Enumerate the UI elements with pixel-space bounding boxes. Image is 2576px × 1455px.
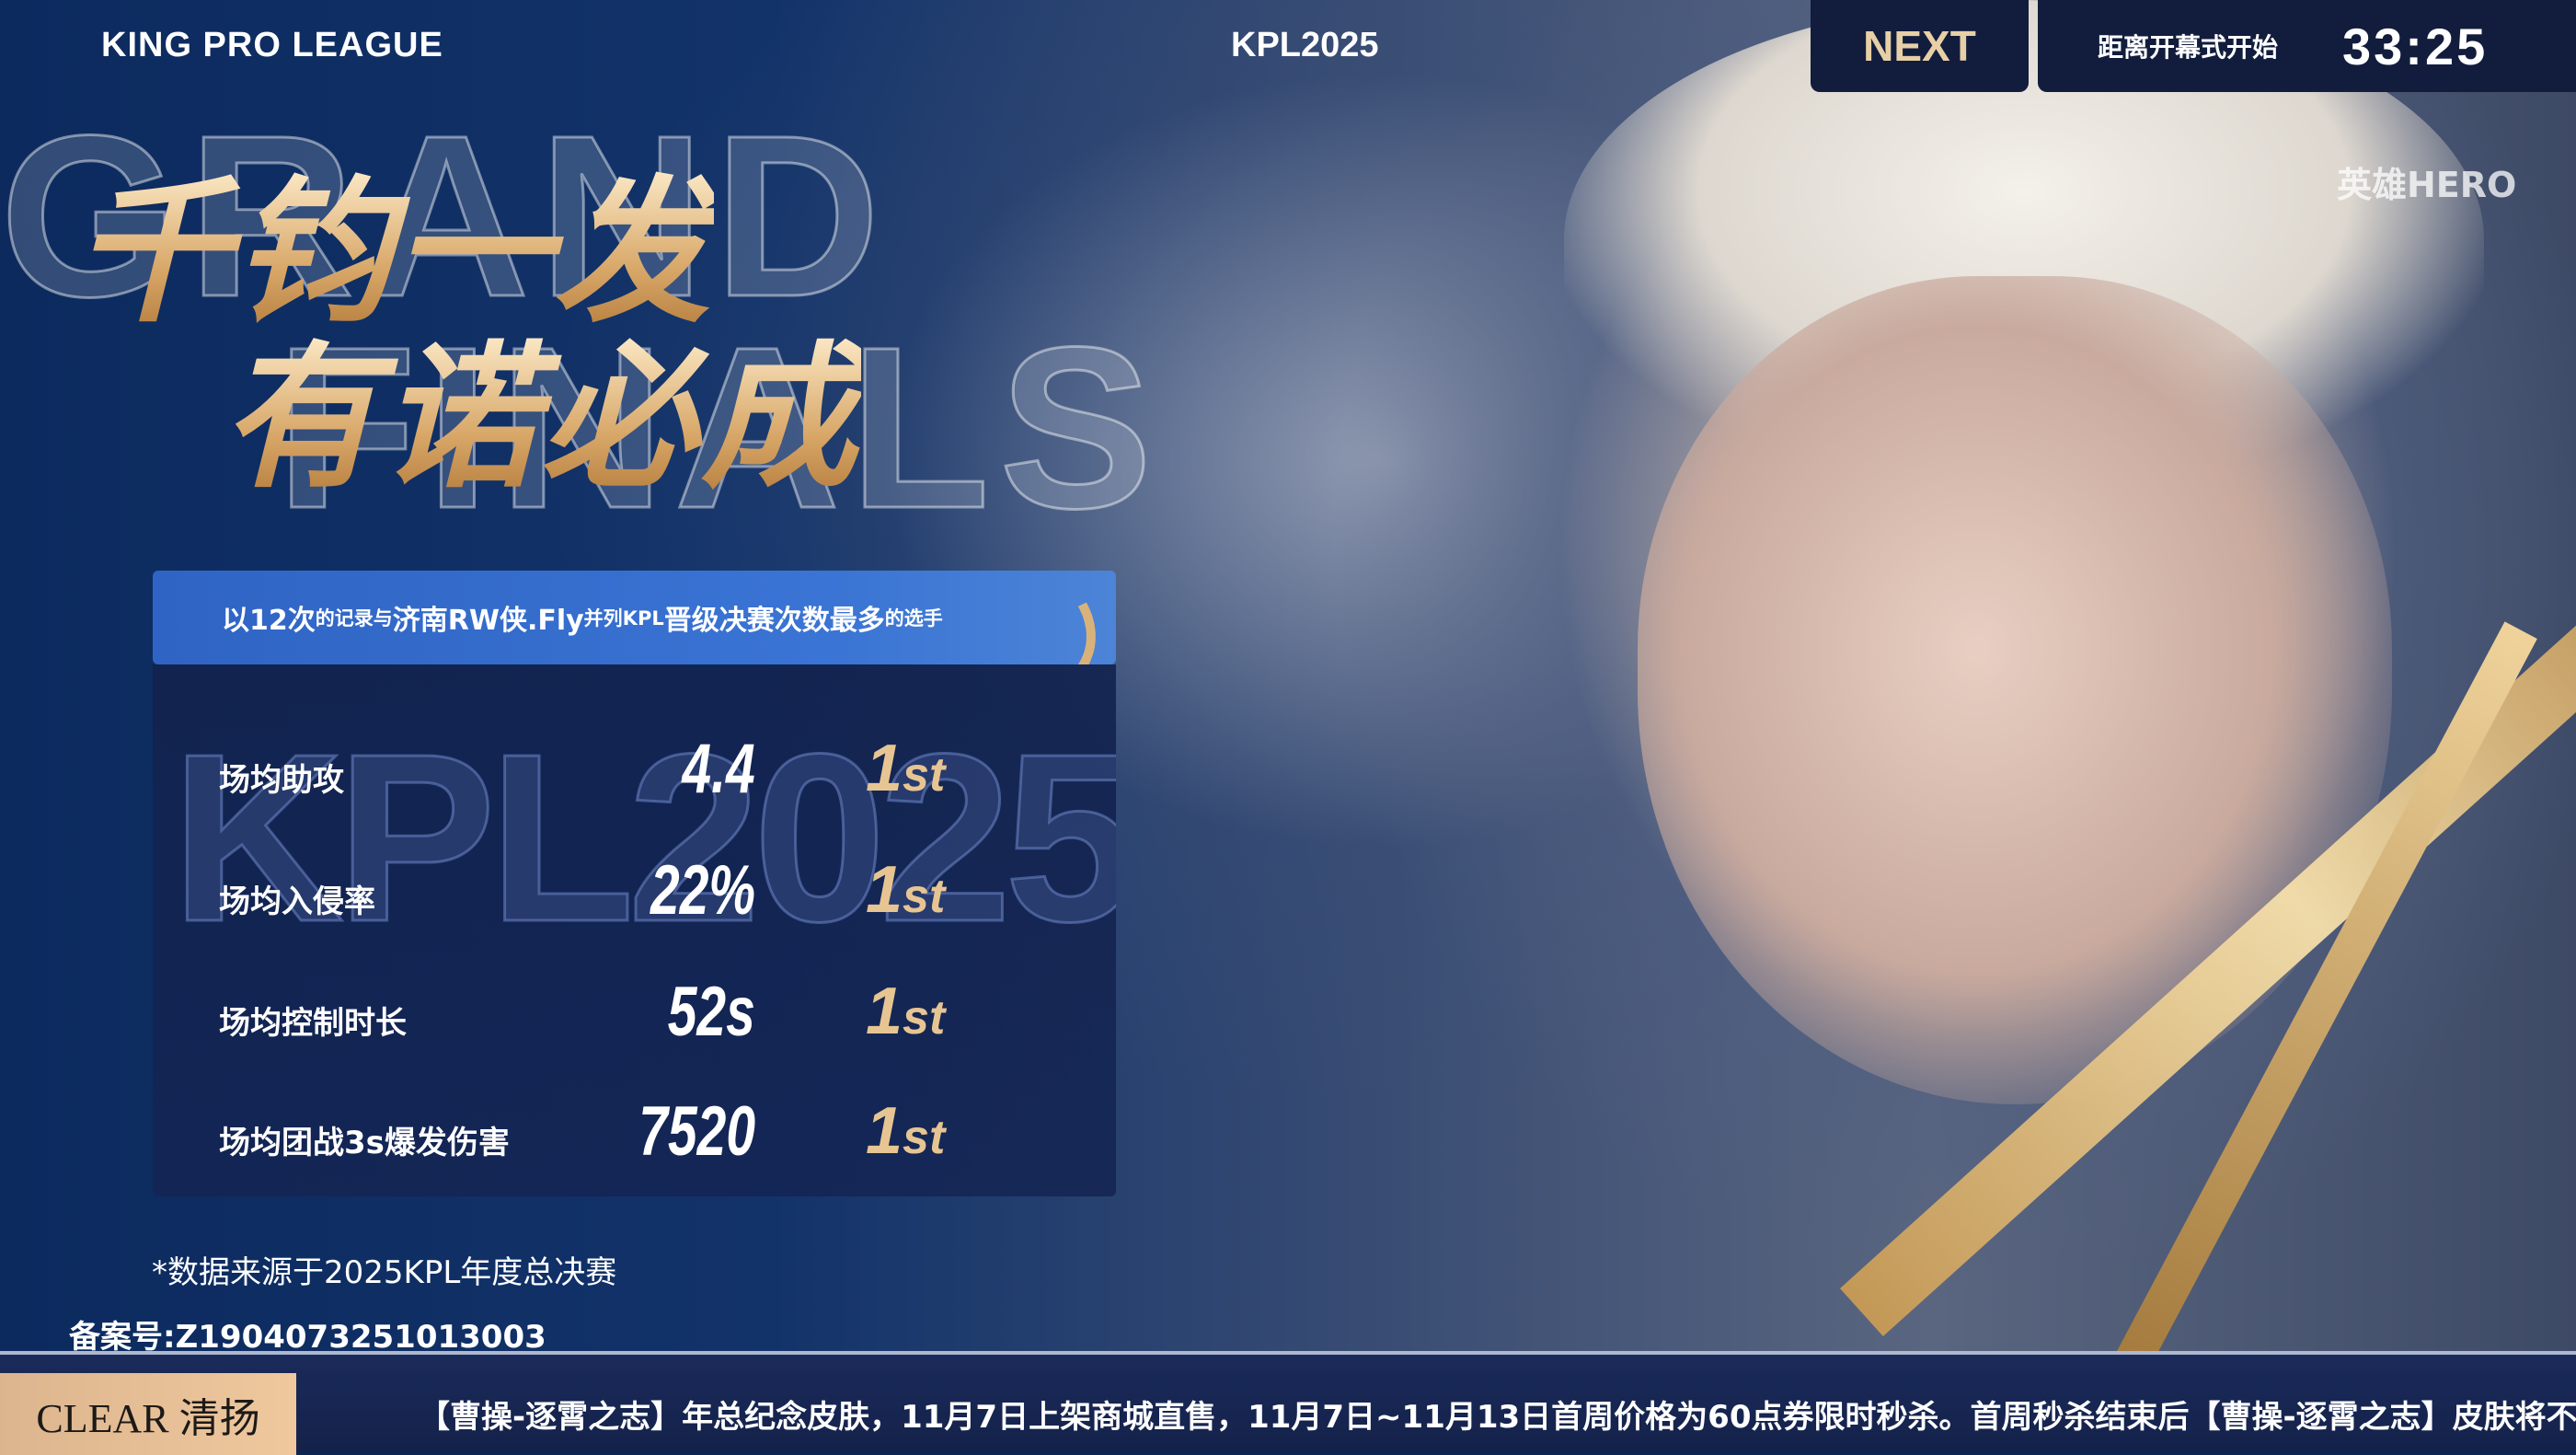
sponsor-logo: CLEAR 清扬 <box>0 1373 296 1455</box>
stat-row: 场均控制时长 52s 1st <box>153 961 1116 1053</box>
player-photo-face <box>1638 276 2392 1104</box>
headline-line2: 有诺必成 <box>221 328 862 510</box>
gold-arc-decoration <box>893 571 1116 664</box>
stat-rank: 1st <box>866 1094 946 1168</box>
banner-text: 并列KPL <box>583 607 664 629</box>
background-outline-text: GRANDFINALS <box>0 99 1162 544</box>
panel-watermark: KPL2025 <box>169 704 1116 974</box>
background-word-finals: FINALS <box>0 311 1162 544</box>
stat-label: 场均助攻 <box>219 762 344 799</box>
banner-text: 的记录与 <box>315 607 393 629</box>
banner-text: 的选手 <box>884 607 943 629</box>
ticker-message: 【曹操-逐霄之志】年总纪念皮肤，11月7日上架商城直售，11月7日~11月13日… <box>419 1399 2576 1436</box>
stat-value: 22% <box>650 851 755 930</box>
countdown-label: 距离开幕式开始 <box>2098 32 2279 63</box>
stat-row: 场均助攻 4.4 1st <box>153 718 1116 810</box>
stat-label: 场均入侵率 <box>219 883 375 920</box>
banner-text: 晋级决赛次数最多 <box>663 605 885 637</box>
stat-rank: 1st <box>866 975 946 1048</box>
stat-value: 52s <box>667 973 755 1051</box>
stat-rank: 1st <box>866 853 946 927</box>
stats-panel: KPL2025 场均助攻 4.4 1st 场均入侵率 22% 1st 场均控制时… <box>153 664 1116 1196</box>
headline-line1: 千钧一发 <box>74 162 715 344</box>
stat-label: 场均控制时长 <box>219 1005 407 1042</box>
news-ticker: CLEAR 清扬 【曹操-逐霄之志】年总纪念皮肤，11月7日上架商城直售，11月… <box>0 1351 2576 1455</box>
stat-row: 场均团战3s爆发伤害 7520 1st <box>153 1080 1116 1172</box>
countdown-box: 距离开幕式开始 33:25 <box>2038 0 2576 92</box>
stat-value: 7520 <box>638 1092 755 1171</box>
stat-rank: 1st <box>866 732 946 805</box>
countdown-value: 33:25 <box>2342 17 2489 75</box>
banner-text: 以12次 <box>222 605 316 637</box>
stat-value: 4.4 <box>682 730 755 808</box>
achievement-banner: 以12次 的记录与 济南RW侠.Fly 并列KPL 晋级决赛次数最多 的选手 <box>153 571 1116 664</box>
season-label: KPL2025 <box>1231 26 1379 64</box>
record-number: 备案号:Z1904073251013003 <box>69 1319 546 1356</box>
league-name: KING PRO LEAGUE <box>101 26 443 64</box>
stat-row: 场均入侵率 22% 1st <box>153 839 1116 931</box>
banner-text: 济南RW侠.Fly <box>392 605 584 637</box>
data-source-note: *数据来源于2025KPL年度总决赛 <box>152 1254 617 1291</box>
broadcaster-logo: 英雄HERO <box>2337 165 2517 205</box>
background-word-grand: GRAND <box>0 99 1162 332</box>
stat-label: 场均团战3s爆发伤害 <box>219 1125 510 1161</box>
next-label: NEXT <box>1811 0 2029 92</box>
